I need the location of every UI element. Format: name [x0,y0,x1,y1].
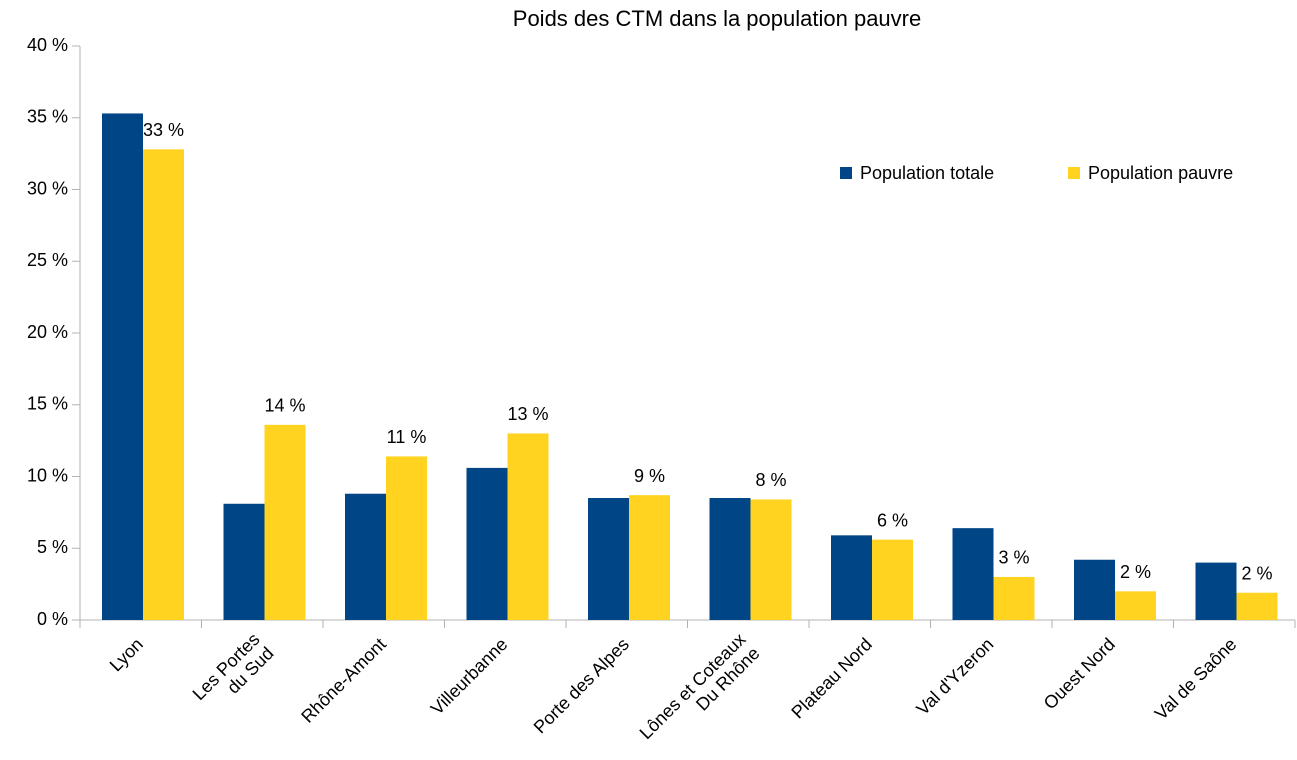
bar [345,493,386,620]
y-tick-label: 15 % [27,394,68,414]
data-label: 9 % [634,466,665,486]
y-tick-label: 0 % [37,609,68,629]
bar [709,498,751,620]
bar [466,467,508,620]
data-label: 14 % [264,396,305,416]
bar [1236,592,1278,620]
bar [872,539,913,620]
bar [264,424,306,620]
x-tick-label: Porte des Alpes [530,634,633,737]
bar [507,433,549,620]
bar [102,113,143,620]
bar [588,498,629,620]
bar [831,535,872,620]
bar [750,499,792,620]
legend-label: Population pauvre [1088,163,1233,183]
bar [993,576,1035,620]
data-label: 33 % [143,120,184,140]
x-tick-label: Les Portesdu Sud [188,629,277,718]
y-tick-label: 30 % [27,178,68,198]
bar [1074,559,1115,620]
bar [1195,562,1237,620]
bar [1115,591,1156,620]
x-tick-label: Lyon [106,634,147,675]
bar [952,528,994,620]
data-label: 3 % [998,548,1029,568]
bar [223,503,265,620]
x-tick-label: Lônes et CoteauxDu Rhône [635,629,763,757]
x-tick-label: Val de Saône [1151,634,1241,724]
y-tick-label: 10 % [27,465,68,485]
y-tick-label: 40 % [27,35,68,55]
x-tick-label: Villeurbanne [427,634,512,719]
y-tick-label: 25 % [27,250,68,270]
legend-swatch [840,167,852,179]
x-tick-label: Rhône-Amont [297,634,390,727]
legend-swatch [1068,167,1080,179]
bar [143,149,184,620]
data-label: 2 % [1241,563,1272,583]
x-tick-label: Ouest Nord [1040,634,1119,713]
y-tick-label: 35 % [27,107,68,127]
bar [386,456,427,620]
data-label: 6 % [877,510,908,530]
y-tick-label: 20 % [27,322,68,342]
chart-title: Poids des CTM dans la population pauvre [513,6,921,31]
x-tick-label: Val d'Yzeron [912,634,997,719]
legend-label: Population totale [860,163,994,183]
data-label: 13 % [507,404,548,424]
data-label: 2 % [1120,562,1151,582]
y-tick-label: 5 % [37,537,68,557]
bar [629,495,670,620]
data-label: 8 % [755,470,786,490]
x-tick-label: Plateau Nord [787,634,875,722]
data-label: 11 % [387,427,427,447]
